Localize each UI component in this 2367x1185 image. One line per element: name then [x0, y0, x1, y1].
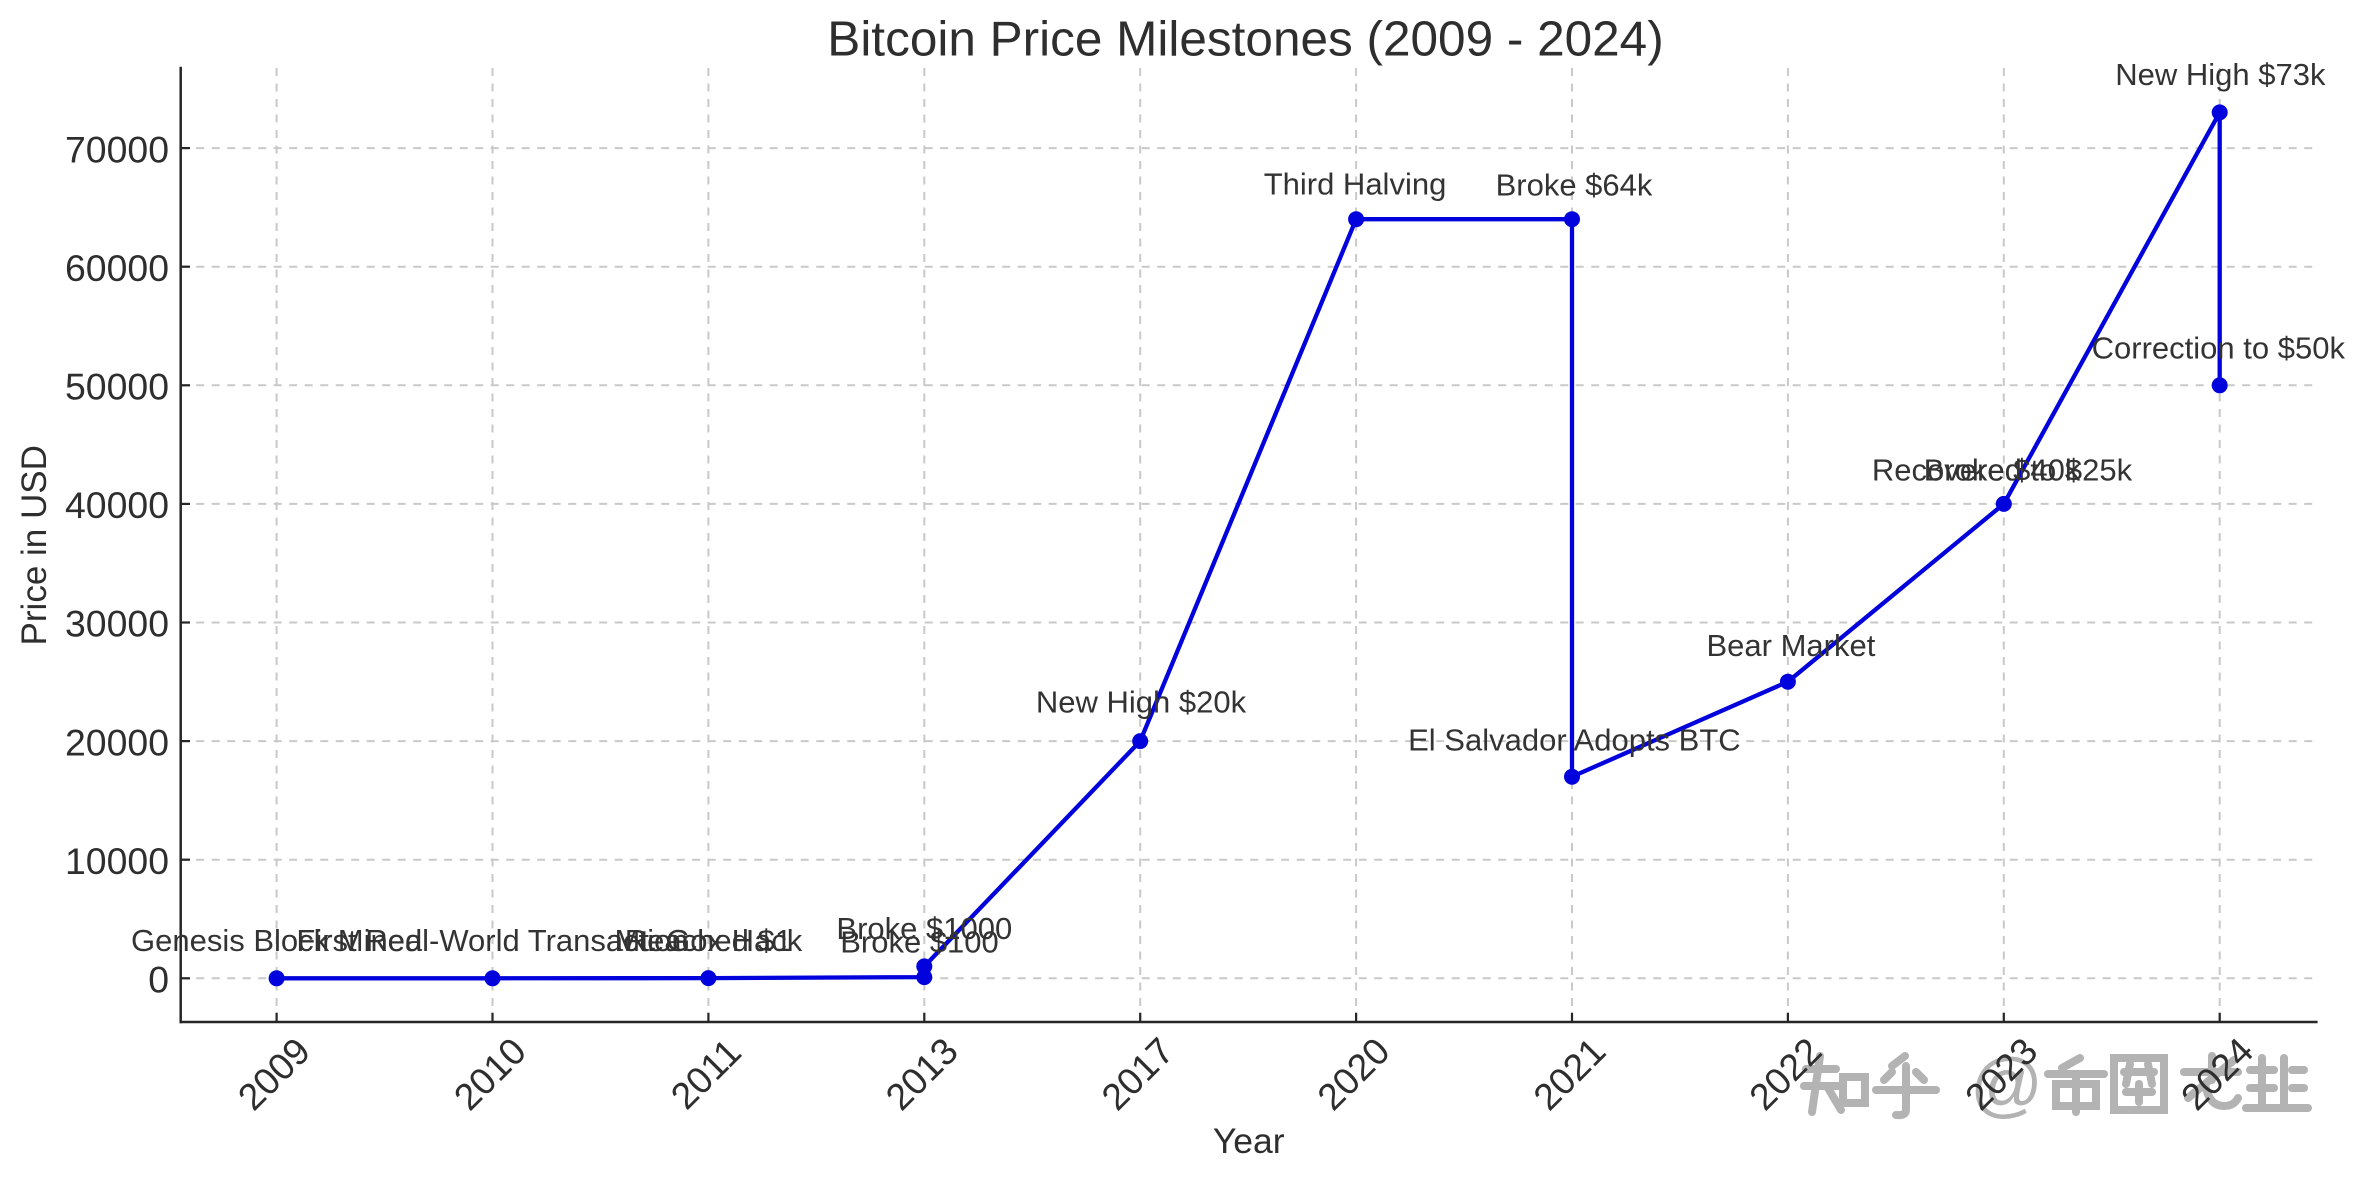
svg-text:30000: 30000	[65, 603, 169, 645]
svg-text:Correction to $50k: Correction to $50k	[2092, 330, 2346, 365]
svg-text:Bear Market: Bear Market	[1706, 628, 1875, 663]
svg-text:20000: 20000	[65, 721, 169, 763]
svg-text:10000: 10000	[65, 840, 169, 882]
svg-text:Reached $1: Reached $1	[625, 923, 792, 958]
svg-text:Mt. Gox Hack: Mt. Gox Hack	[615, 923, 803, 958]
svg-text:0: 0	[148, 959, 169, 1001]
svg-text:Broke $1000: Broke $1000	[836, 911, 1012, 946]
svg-text:Price in USD: Price in USD	[15, 445, 54, 645]
svg-text:40000: 40000	[65, 484, 169, 526]
svg-text:New High $73k: New High $73k	[2115, 57, 2326, 92]
svg-text:New High $20k: New High $20k	[1036, 685, 1247, 720]
svg-text:Bitcoin Price Milestones (2009: Bitcoin Price Milestones (2009 - 2024)	[827, 12, 1663, 67]
svg-text:Broke $64k: Broke $64k	[1496, 168, 1653, 203]
svg-text:50000: 50000	[65, 366, 169, 408]
svg-text:Broke $40k: Broke $40k	[1924, 452, 2081, 487]
svg-text:70000: 70000	[65, 128, 169, 170]
svg-text:Recovered to $25k: Recovered to $25k	[1872, 452, 2133, 487]
svg-text:Year: Year	[1213, 1121, 1285, 1161]
svg-text:Genesis Block Mined: Genesis Block Mined	[131, 923, 422, 958]
svg-text:Third Halving: Third Halving	[1264, 167, 1447, 202]
svg-text:Broke $100: Broke $100	[840, 924, 999, 959]
svg-text:El Salvador Adopts BTC: El Salvador Adopts BTC	[1408, 723, 1741, 758]
svg-text:@: @	[1970, 1045, 2043, 1125]
svg-text:60000: 60000	[65, 247, 169, 289]
svg-text:First Real-World Transaction: First Real-World Transaction	[296, 923, 688, 958]
